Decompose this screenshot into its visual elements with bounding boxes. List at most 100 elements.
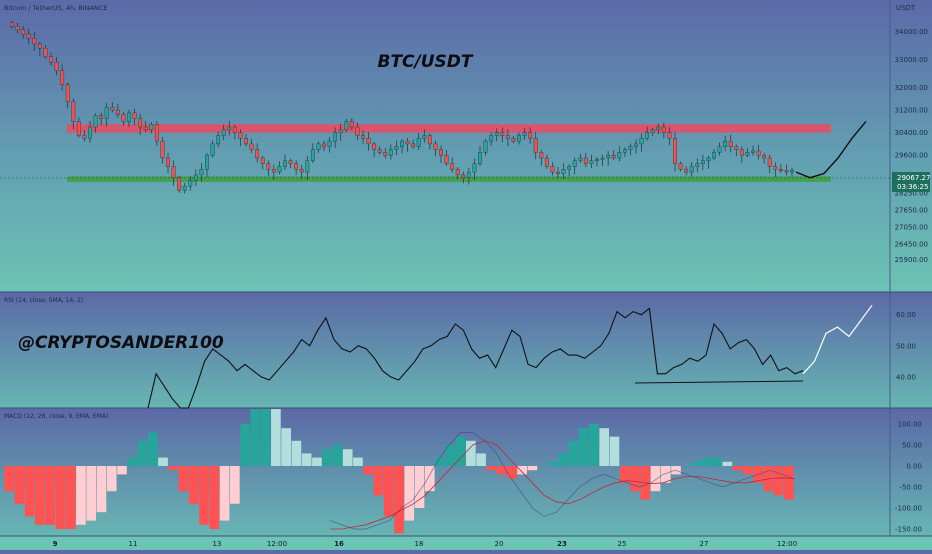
candle-body bbox=[544, 157, 549, 167]
candle-body bbox=[483, 140, 488, 153]
macd-histogram-bar bbox=[527, 466, 538, 471]
candle-body bbox=[288, 160, 293, 164]
support-zone bbox=[67, 176, 831, 182]
candle-body bbox=[439, 149, 443, 156]
candle-body bbox=[511, 138, 516, 142]
time-tick-label: 23 bbox=[557, 540, 567, 548]
candle-body bbox=[712, 152, 716, 159]
candle-body bbox=[193, 174, 198, 181]
candle-body bbox=[606, 154, 611, 159]
candle-body bbox=[695, 163, 700, 167]
candle-body bbox=[600, 157, 605, 160]
macd-axis: 100.00 50.00 0.00 -50.00 -100.00 -150.00 bbox=[895, 421, 922, 534]
time-tick-label: 27 bbox=[700, 540, 709, 548]
macd-histogram-bar bbox=[507, 466, 517, 479]
macd-histogram-bar bbox=[86, 466, 97, 521]
candle-body bbox=[639, 138, 644, 145]
candle-body bbox=[583, 157, 588, 164]
candle-body bbox=[266, 163, 271, 170]
chart-title: BTC/USDT bbox=[378, 52, 474, 72]
candle-body bbox=[767, 157, 772, 167]
macd-histogram-bar bbox=[701, 457, 712, 466]
macd-histogram-bar bbox=[199, 466, 209, 525]
time-axis-bg bbox=[0, 536, 932, 550]
macd-histogram-bar bbox=[537, 466, 548, 467]
macd-histogram-bar bbox=[35, 466, 45, 525]
candle-body bbox=[205, 154, 209, 170]
candle-body bbox=[60, 70, 65, 85]
candle-body bbox=[188, 180, 193, 187]
macd-histogram bbox=[4, 409, 794, 534]
macd-histogram-bar bbox=[394, 466, 404, 534]
candle-body bbox=[177, 177, 182, 191]
macd-histogram-bar bbox=[732, 466, 743, 471]
candle-body bbox=[539, 152, 544, 159]
candle-body bbox=[684, 169, 689, 173]
macd-histogram-bar bbox=[773, 466, 784, 496]
macd-histogram-bar bbox=[45, 466, 55, 525]
macd-histogram-bar bbox=[106, 466, 117, 492]
rsi-panel-bg bbox=[0, 292, 932, 408]
price-tick-label: 27650.00 bbox=[895, 207, 928, 215]
price-axis-unit: USDT bbox=[896, 4, 916, 12]
macd-histogram-bar bbox=[137, 440, 148, 466]
candle-body bbox=[751, 150, 755, 153]
candle-body bbox=[249, 143, 254, 150]
candle-body bbox=[338, 129, 343, 133]
macd-histogram-bar bbox=[414, 466, 425, 508]
candle-body bbox=[400, 140, 404, 147]
macd-histogram-bar bbox=[24, 466, 35, 517]
candle-body bbox=[115, 109, 120, 115]
candles-group bbox=[10, 20, 794, 194]
candle-body bbox=[26, 33, 31, 39]
candle-body bbox=[305, 160, 310, 173]
macd-histogram-bar bbox=[445, 445, 456, 466]
macd-histogram-bar bbox=[332, 445, 343, 466]
candle-body bbox=[110, 107, 115, 111]
macd-histogram-bar bbox=[117, 466, 127, 475]
candle-body bbox=[327, 140, 332, 147]
time-tick-label: 16 bbox=[334, 540, 344, 548]
candle-body bbox=[466, 171, 471, 178]
candle-body bbox=[49, 56, 53, 63]
candle-body bbox=[232, 126, 237, 133]
macd-histogram-bar bbox=[630, 466, 640, 492]
price-tick-label: 28250.00 bbox=[895, 190, 928, 198]
macd-histogram-bar bbox=[589, 424, 599, 466]
candle-body bbox=[294, 163, 299, 170]
price-tick-label: 32000.00 bbox=[895, 84, 928, 92]
time-tick-label: 12:00 bbox=[777, 540, 797, 548]
candle-body bbox=[65, 84, 70, 102]
time-tick-label: 20 bbox=[495, 540, 504, 548]
candle-body bbox=[689, 166, 694, 173]
candle-body bbox=[455, 169, 460, 176]
price-axis: 34000.00 33000.00 32000.00 31200.00 30400.00… bbox=[895, 28, 928, 264]
current-price-value: 29067.27 bbox=[897, 174, 930, 182]
candle-body bbox=[199, 169, 204, 176]
price-tick-label: 25900.00 bbox=[895, 256, 928, 264]
rsi-projection-line bbox=[802, 304, 873, 375]
candle-body bbox=[550, 166, 555, 173]
candle-body bbox=[355, 126, 360, 136]
candle-body bbox=[377, 149, 382, 153]
macd-histogram-bar bbox=[260, 409, 271, 466]
macd-histogram-bar bbox=[178, 466, 189, 492]
candle-body bbox=[394, 146, 399, 150]
candle-body bbox=[344, 121, 349, 131]
candle-body bbox=[522, 132, 527, 136]
macd-histogram-bar bbox=[271, 409, 281, 466]
countdown-value: 03:36:25 bbox=[897, 183, 928, 191]
candle-body bbox=[127, 112, 131, 122]
rsi-label: RSI (14, close, SMA, 14, 2) bbox=[4, 297, 83, 304]
macd-label: MACD (12, 26, close, 9, EMA, EMA) bbox=[4, 413, 108, 420]
macd-histogram-bar bbox=[486, 466, 497, 471]
macd-histogram-bar bbox=[496, 466, 507, 475]
candle-body bbox=[778, 169, 783, 171]
candle-body bbox=[790, 169, 794, 173]
macd-histogram-bar bbox=[127, 457, 138, 466]
candle-body bbox=[411, 143, 416, 147]
candle-body bbox=[494, 132, 499, 136]
candle-body bbox=[450, 163, 455, 170]
candle-body bbox=[533, 138, 538, 153]
candle-body bbox=[82, 135, 87, 139]
